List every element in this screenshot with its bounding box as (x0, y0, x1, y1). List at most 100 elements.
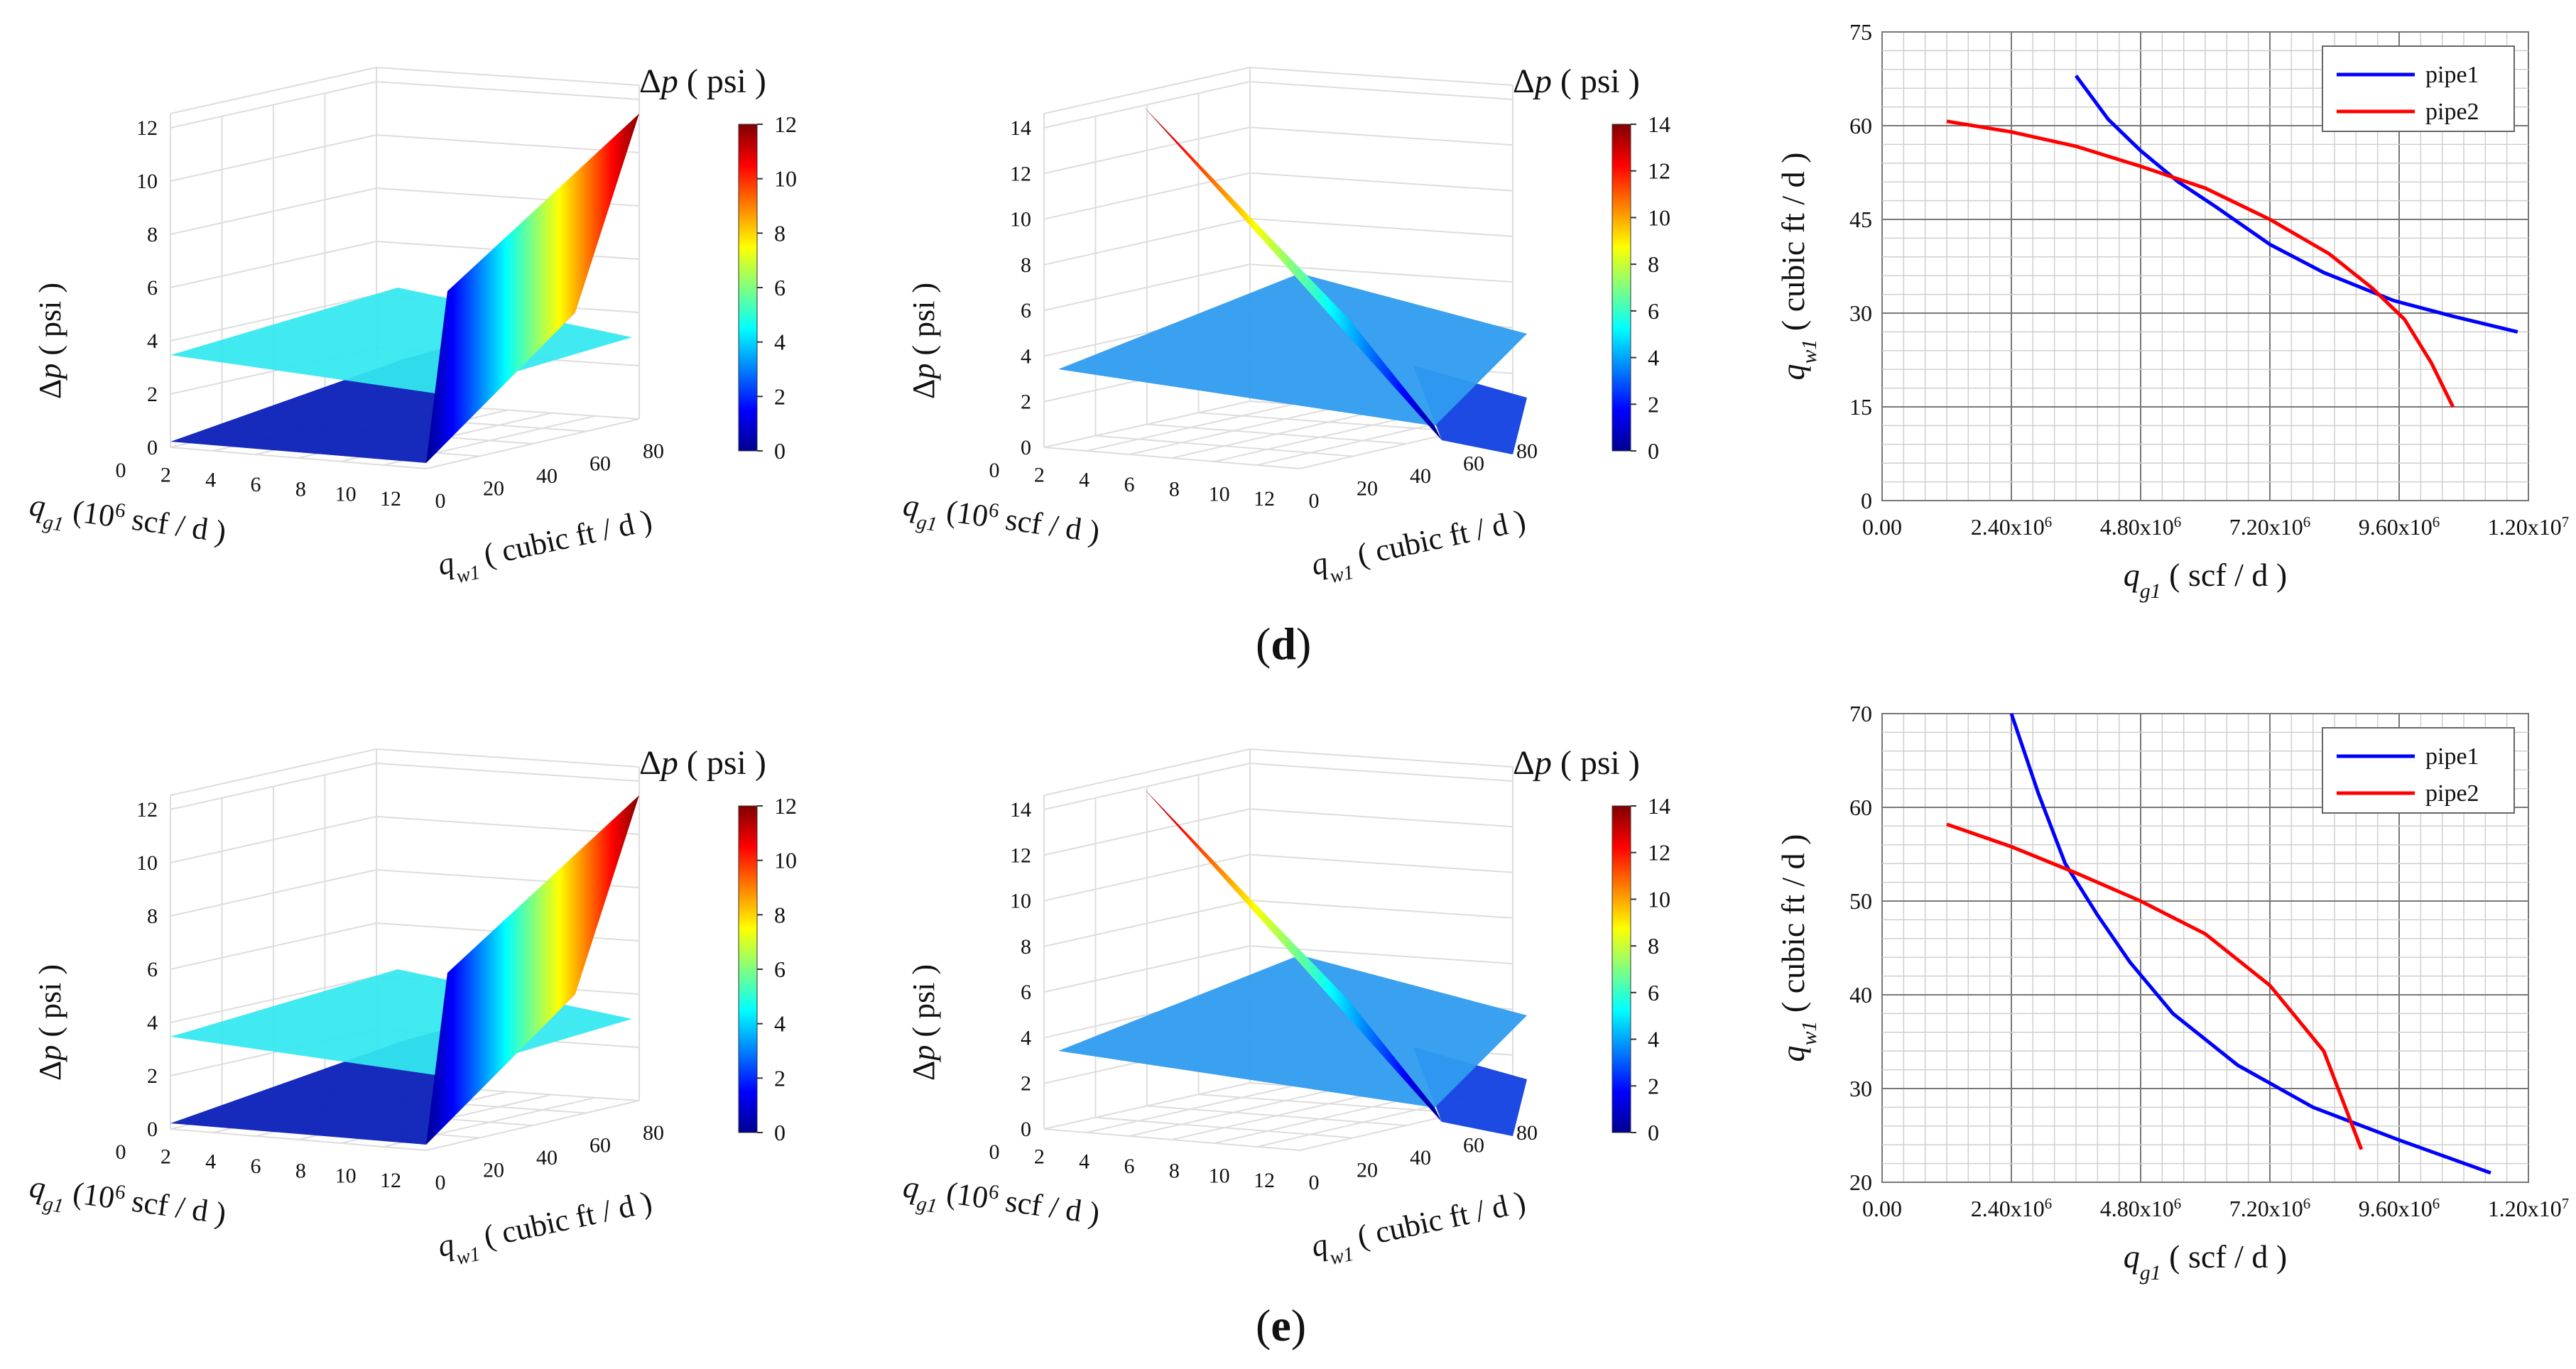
colorbar-tick-label: 2 (774, 383, 786, 409)
y-tick-label: 20 (483, 477, 504, 501)
z-tick-label: 12 (136, 798, 158, 822)
legend-label-pipe2: pipe2 (2425, 780, 2479, 807)
y-tick-label: 20 (1357, 477, 1378, 501)
legend-label-pipe2: pipe2 (2425, 99, 2479, 125)
floor-grid (1198, 1093, 1460, 1114)
caption-row-d: (d) (1256, 618, 1312, 669)
colorbar-tick-label: 12 (774, 111, 797, 137)
x-axis-label: qg1 (106 scf / d ) (26, 487, 229, 558)
box-edge (1043, 748, 1251, 796)
x-tick-label: 10 (335, 1164, 357, 1187)
x-tick-label: 0 (989, 459, 1000, 482)
y-tick-label: 60 (1849, 113, 1872, 138)
z-tick-label: 0 (1021, 1118, 1031, 1141)
chart-e-right: 0.00 2.40x106 4.80x106 7.20x106 9.60x106 1.20… (1733, 682, 2576, 1292)
colorbar-tick-label: 8 (1648, 933, 1659, 959)
wall-grid (376, 81, 640, 100)
colorbar (1612, 805, 1631, 1133)
box-edge (1249, 67, 1513, 86)
x-tick-label: 6 (1124, 473, 1135, 496)
wall-grid (376, 134, 640, 153)
y-tick-label: 30 (1849, 300, 1872, 326)
x-tick-label: 10 (335, 482, 357, 506)
x-tick-label: 2 (161, 1145, 171, 1169)
colorbar-tick-label: 6 (1648, 298, 1659, 324)
z-tick-label: 4 (1021, 344, 1031, 368)
y-tick-label: 20 (1849, 1169, 1872, 1195)
z-tick-label: 12 (1010, 844, 1031, 867)
wall-grid (1249, 172, 1513, 192)
z-axis-label: Δp ( psi ) (33, 283, 67, 399)
colorbar-tick-label: 10 (1648, 886, 1670, 912)
colorbar-tick-label: 2 (1648, 1073, 1659, 1098)
colorbar (1612, 124, 1631, 452)
y-tick-label: 60 (1849, 795, 1872, 820)
x-tick-label: 4.80x106 (2100, 1196, 2181, 1222)
y-tick-label: 80 (1516, 1121, 1538, 1145)
grid-5 (1881, 713, 2529, 1183)
colorbar-tick-label: 6 (1648, 980, 1659, 1005)
colorbar-tick-label: 10 (1648, 204, 1670, 230)
x-tick-label: 0 (116, 1140, 126, 1164)
z-axis-label: Δp ( psi ) (33, 964, 67, 1081)
colorbar-tick-label: 0 (1648, 438, 1659, 464)
x-tick-label: 2 (1034, 1145, 1045, 1169)
colorbar-tick-label: 2 (1648, 391, 1659, 417)
y-tick-label: 0 (1309, 1171, 1320, 1194)
x-axis-label: qg1 (106 scf / d ) (900, 1169, 1102, 1240)
floor-grid (1095, 1116, 1354, 1139)
chart-d-middle: 0 2 4 6 8 10 12 14 0 2 4 6 8 10 12 0 20 40 60 80 Δp ( psi ) q… (874, 0, 1712, 611)
chart-e-left: 0 2 4 6 8 10 12 0 2 4 6 8 10 12 0 20 40 60 80 Δp ( psi ) qg1… (0, 682, 838, 1292)
colorbar-tick-label: 10 (774, 166, 797, 192)
z-tick-label: 8 (1021, 253, 1031, 277)
y-tick-label: 75 (1849, 19, 1872, 45)
y-tick-label: 70 (1849, 701, 1872, 726)
x-tick-label: 4.80x106 (2100, 514, 2181, 540)
surface-group-1 (1058, 107, 1527, 454)
x-tick-label: 4 (205, 1150, 216, 1173)
colorbar-tick-label: 0 (1648, 1120, 1659, 1145)
z-tick-label: 6 (1021, 299, 1031, 322)
y-tick-label: 50 (1849, 888, 1872, 914)
colorbar-tick-label: 12 (774, 793, 797, 819)
y-tick-label: 60 (589, 452, 611, 476)
y-tick-label: 80 (1516, 440, 1538, 463)
y-tick-label: 30 (1849, 1076, 1872, 1101)
series-line-pipe1 (2074, 75, 2518, 334)
floor-grid (1198, 412, 1460, 432)
colorbar-tick-label: 12 (1648, 840, 1670, 866)
x-tick-label: 0 (989, 1140, 1000, 1164)
y-tick-label: 60 (1463, 452, 1484, 476)
surface-rising (426, 795, 639, 1145)
y-tick-label: 40 (536, 464, 558, 488)
series-line-pipe2 (1946, 119, 2455, 408)
legend-box (2322, 45, 2515, 132)
y-axis-label: qw1 ( cubic ft / d ) (1775, 834, 1821, 1062)
colorbar (738, 805, 758, 1133)
wall-grid (376, 763, 640, 782)
z-axis-label: Δp ( psi ) (906, 964, 941, 1081)
x-tick-label: 9.60x106 (2359, 1196, 2440, 1222)
wall-grid (1249, 217, 1513, 237)
caption-row-e-letter: e (1271, 1300, 1291, 1351)
chart-e-right-svg: 0.00 2.40x106 4.80x106 7.20x106 9.60x106 1.20… (1775, 701, 2569, 1285)
x-tick-label: 2.40x106 (1971, 1196, 2052, 1222)
z-tick-label: 12 (1010, 162, 1031, 185)
colorbar-tick-label: 8 (774, 220, 786, 246)
box-edge (1249, 748, 1513, 768)
z-tick-label: 2 (147, 1064, 158, 1088)
z-tick-label: 10 (136, 851, 158, 875)
wall-grid (376, 816, 640, 835)
series-line-pipe2 (1946, 822, 2364, 1150)
x-tick-label: 6 (1124, 1155, 1135, 1178)
z-tick-label: 8 (147, 223, 158, 246)
x-axis-label: qg1 ( scf / d ) (2124, 1238, 2287, 1285)
colorbar-title: Δp ( psi ) (1513, 744, 1640, 782)
x-tick-label: 1.20x107 (2488, 1196, 2569, 1222)
colorbar-tick-label: 8 (774, 902, 786, 927)
colorbar-tick-label: 0 (774, 1120, 786, 1145)
z-tick-label: 4 (147, 329, 158, 353)
y-axis-label: qw1 ( cubic ft / d ) (1308, 1184, 1531, 1272)
colorbar-tick-label: 14 (1648, 793, 1670, 819)
